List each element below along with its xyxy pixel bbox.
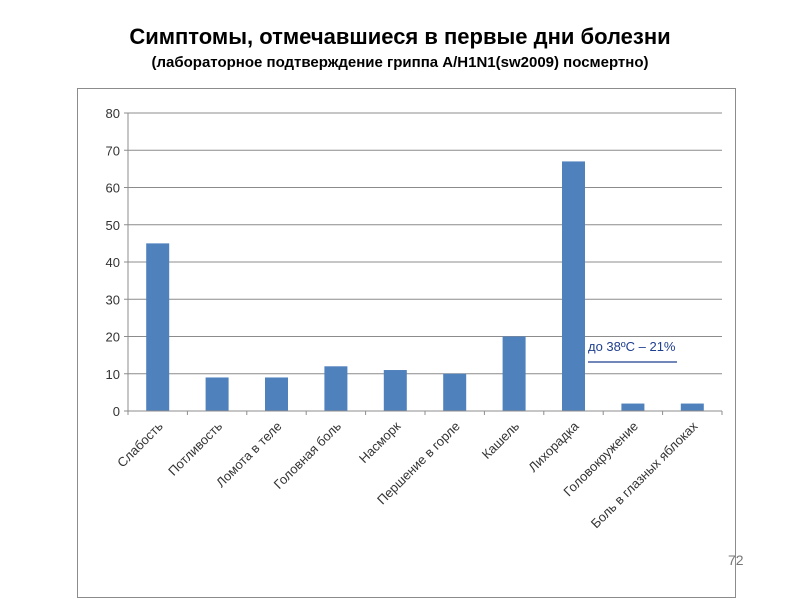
bars <box>146 161 704 411</box>
x-tick-label: Боль в глазных яблоках <box>588 418 701 531</box>
bar <box>562 161 585 411</box>
y-tick-label: 0 <box>113 404 120 419</box>
y-axis: 0 10 20 30 40 50 60 70 80 <box>106 106 129 419</box>
y-tick-label: 10 <box>106 367 120 382</box>
chart-frame <box>77 88 736 598</box>
bar <box>502 336 526 411</box>
bar <box>621 403 645 411</box>
bar <box>383 370 407 411</box>
y-tick-label: 40 <box>106 255 120 270</box>
page-number: 72 <box>728 552 744 568</box>
y-tick-label: 80 <box>106 106 120 121</box>
x-tick-label: Потливость <box>165 418 225 478</box>
x-tick-label: Насморк <box>356 418 404 466</box>
bar <box>205 377 229 411</box>
bar <box>324 366 348 411</box>
annotation: до 38ºС – 21% <box>588 339 677 363</box>
y-tick-label: 20 <box>106 330 120 345</box>
y-tick-label: 60 <box>106 181 120 196</box>
x-tick-label: Кашель <box>479 418 523 462</box>
y-tick-label: 30 <box>106 292 120 307</box>
x-tick-label: Слабость <box>114 418 166 470</box>
y-tick-label: 50 <box>106 218 120 233</box>
gridlines <box>128 112 722 375</box>
bar <box>443 373 467 411</box>
annotation-text: до 38ºС – 21% <box>588 339 676 354</box>
bar <box>680 403 704 411</box>
x-tick-label: Лихорадка <box>525 418 582 475</box>
y-tick-label: 70 <box>106 143 120 158</box>
chart-title: Симптомы, отмечавшиеся в первые дни боле… <box>129 24 671 49</box>
chart-subtitle: (лабораторное подтверждение гриппа A/H1N… <box>151 54 649 71</box>
bar <box>265 377 288 411</box>
bar <box>146 243 170 411</box>
